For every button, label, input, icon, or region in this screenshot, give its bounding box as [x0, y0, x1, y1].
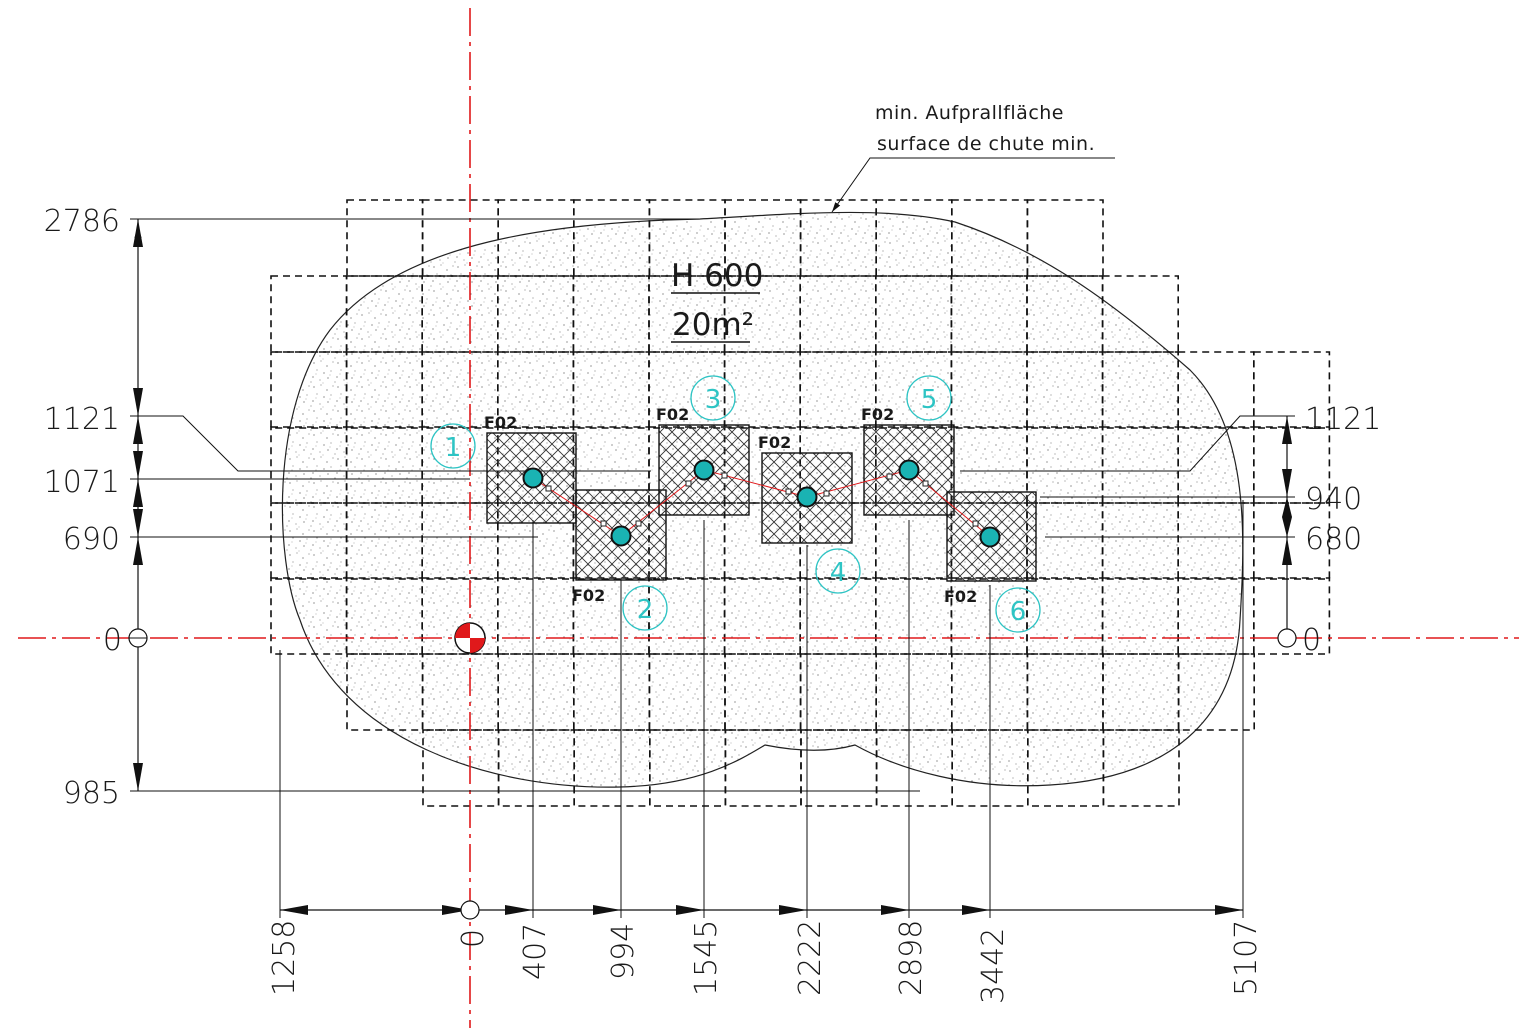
grid-tile	[1253, 426, 1331, 504]
dim-bottom-2898: 2898	[894, 920, 929, 996]
post-number-6: 6	[1010, 597, 1027, 627]
post-number-3: 3	[705, 385, 722, 415]
grid-tile	[1101, 275, 1179, 353]
post-number-4: 4	[830, 558, 847, 588]
dim-bottom-1258: 1258	[267, 920, 302, 996]
dim-bottom-5107: 5107	[1229, 920, 1264, 996]
area-label: 20m²	[672, 307, 754, 343]
leader-lines	[130, 218, 1295, 918]
rope-nodes	[545, 472, 979, 527]
foundation-tag-3: F02	[656, 405, 689, 424]
post-3	[693, 459, 715, 481]
height-label: H 600	[671, 258, 763, 294]
dim-right-0: 0	[1302, 623, 1321, 658]
foundation-tag-6: F02	[944, 587, 977, 606]
post-number-1: 1	[445, 433, 462, 463]
origin-symbol	[454, 622, 486, 654]
post-4	[796, 486, 818, 508]
dim-bottom-407: 407	[518, 923, 553, 980]
right-origin-marker	[1277, 628, 1297, 648]
foundation-tag-2: F02	[572, 586, 605, 605]
post-1	[522, 467, 544, 489]
foundation-tag-4: F02	[758, 433, 791, 452]
post-number-5: 5	[921, 385, 938, 415]
post-2	[610, 525, 632, 547]
bottom-origin-marker	[460, 900, 480, 920]
foundation-tag-1: F02	[484, 413, 517, 432]
foundation-tag-5: F02	[861, 405, 894, 424]
grid-tile	[1253, 577, 1331, 655]
dim-bottom-0: 0	[456, 929, 491, 948]
annotation-line-1: min. Aufprallfläche	[875, 102, 1064, 124]
dim-left-690: 690	[63, 522, 120, 557]
right-arrows	[1282, 416, 1292, 565]
dim-right-940: 940	[1305, 482, 1362, 517]
dim-bottom-994: 994	[606, 923, 641, 980]
dim-right-1121: 1121	[1305, 402, 1381, 437]
grid-tile	[346, 199, 424, 277]
post-6	[979, 526, 1001, 548]
posts	[522, 459, 1001, 548]
axis-lines	[18, 8, 1519, 1028]
grid-tile	[1102, 729, 1180, 807]
grid-tile	[1253, 351, 1331, 429]
grid-tile	[1253, 502, 1331, 580]
dim-bottom-3442: 3442	[976, 928, 1011, 1004]
dim-left-1121: 1121	[44, 402, 120, 437]
post-number-circles	[430, 375, 1041, 633]
dim-left-1071: 1071	[44, 465, 120, 500]
left-arrows	[133, 219, 143, 791]
annotation-leader	[831, 157, 1115, 213]
grid-tile	[1177, 653, 1255, 731]
bottom-dimension-labels: 1258 0 407 994 1545 2222 2898 3442 5107	[267, 920, 1264, 1004]
dim-bottom-1545: 1545	[689, 920, 724, 996]
dim-right-680: 680	[1305, 522, 1362, 557]
post-5	[898, 459, 920, 481]
dim-left-985: 985	[63, 776, 120, 811]
bottom-arrows	[280, 905, 1243, 915]
post-number-2: 2	[637, 595, 654, 625]
dim-bottom-2222: 2222	[793, 920, 828, 996]
dim-left-0: 0	[103, 623, 122, 658]
tile-grid	[270, 199, 1331, 807]
annotation-line-2: surface de chute min.	[877, 133, 1095, 155]
dim-left-2786: 2786	[44, 204, 120, 239]
grid-tile	[1026, 199, 1104, 277]
